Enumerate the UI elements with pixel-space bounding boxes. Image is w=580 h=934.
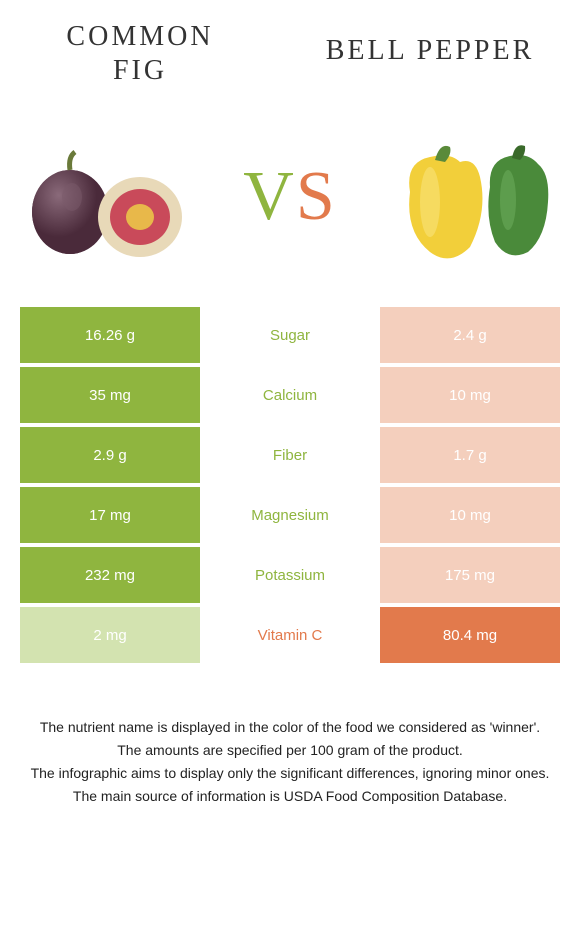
right-value: 1.7 g — [380, 427, 560, 483]
left-value: 232 mg — [20, 547, 200, 603]
footnote-line: The infographic aims to display only the… — [12, 763, 568, 784]
right-value: 80.4 mg — [380, 607, 560, 663]
right-food-title: BELL PEPPER — [320, 20, 540, 87]
table-row: 2 mgVitamin C80.4 mg — [20, 607, 560, 667]
table-row: 2.9 gFiber1.7 g — [20, 427, 560, 487]
footnote-line: The amounts are specified per 100 gram o… — [12, 740, 568, 761]
left-value: 2 mg — [20, 607, 200, 663]
nutrient-label: Potassium — [200, 547, 380, 603]
left-value: 35 mg — [20, 367, 200, 423]
title-left-line2: FIG — [113, 55, 167, 86]
nutrient-label: Fiber — [200, 427, 380, 483]
vs-v: V — [243, 158, 296, 235]
title-left-line1: COMMON — [66, 21, 213, 52]
table-row: 16.26 gSugar2.4 g — [20, 307, 560, 367]
nutrient-label: Vitamin C — [200, 607, 380, 663]
table-row: 17 mgMagnesium10 mg — [20, 487, 560, 547]
table-row: 232 mgPotassium175 mg — [20, 547, 560, 607]
footnote-line: The main source of information is USDA F… — [12, 786, 568, 807]
right-value: 175 mg — [380, 547, 560, 603]
vs-label: VS — [243, 157, 337, 237]
footnotes: The nutrient name is displayed in the co… — [0, 687, 580, 807]
right-value: 10 mg — [380, 487, 560, 543]
nutrient-label: Sugar — [200, 307, 380, 363]
nutrient-table: 16.26 gSugar2.4 g35 mgCalcium10 mg2.9 gF… — [0, 307, 580, 687]
table-row: 35 mgCalcium10 mg — [20, 367, 560, 427]
left-food-title: COMMON FIG — [40, 20, 240, 87]
right-value: 10 mg — [380, 367, 560, 423]
left-value: 2.9 g — [20, 427, 200, 483]
fig-image — [20, 112, 200, 282]
images-row: VS — [0, 87, 580, 307]
nutrient-label: Magnesium — [200, 487, 380, 543]
nutrient-label: Calcium — [200, 367, 380, 423]
vs-s: S — [296, 158, 337, 235]
right-value: 2.4 g — [380, 307, 560, 363]
left-value: 16.26 g — [20, 307, 200, 363]
left-value: 17 mg — [20, 487, 200, 543]
header: COMMON FIG BELL PEPPER — [0, 0, 580, 87]
footnote-line: The nutrient name is displayed in the co… — [12, 717, 568, 738]
bell-pepper-image — [380, 112, 560, 282]
